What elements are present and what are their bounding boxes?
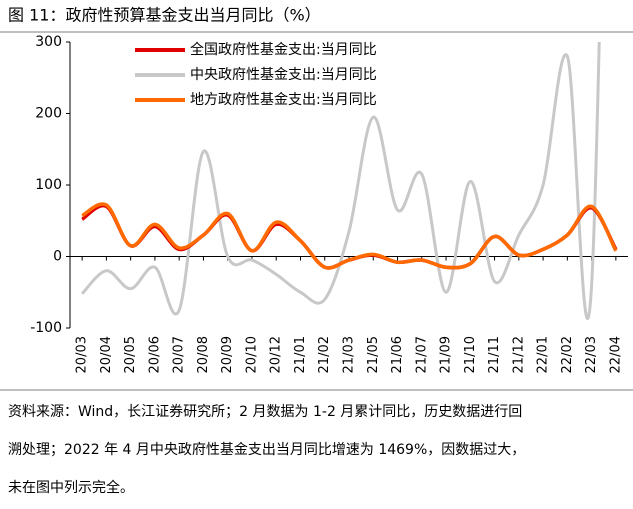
y-tick-label: 100 [35, 177, 62, 193]
x-tick-label: 20/08 [196, 336, 211, 373]
y-tick-label: 0 [53, 249, 62, 265]
x-tick-label: 20/05 [123, 336, 138, 373]
x-tick-label: 20/04 [99, 336, 114, 373]
x-tick-label: 21/10 [463, 336, 478, 373]
line-series [81, 42, 601, 320]
x-tick-label: 20/09 [220, 336, 235, 373]
legend-label: 地方政府性基金支出:当月同比 [190, 91, 377, 108]
line-series [81, 202, 618, 270]
note: 溯处理；2022 年 4 月中央政府性基金支出当月同比增速为 1469%，因数据… [8, 441, 525, 458]
x-tick-label: 22/04 [608, 336, 623, 373]
legend-label: 全国政府性基金支出:当月同比 [190, 41, 377, 58]
x-tick-label: 21/09 [439, 336, 454, 373]
x-tick-label: 22/03 [584, 336, 599, 373]
x-tick-label: 22/01 [536, 336, 551, 373]
x-tick-label: 21/12 [511, 336, 526, 373]
x-tick-label: 21/05 [366, 336, 381, 373]
y-tick-label: 200 [35, 106, 62, 122]
x-tick-label: 21/01 [293, 336, 308, 373]
plot [81, 42, 618, 320]
y-tick-label: 300 [35, 34, 62, 50]
x-tick-label: 21/07 [414, 336, 429, 373]
legend-label: 中央政府性基金支出:当月同比 [190, 66, 377, 83]
y-tick-label: -100 [30, 320, 62, 336]
x-tick-label: 21/03 [342, 336, 357, 373]
x-tick-label: 20/12 [269, 336, 284, 373]
note: 资料来源：Wind，长江证券研究所；2 月数据为 1-2 月累计同比，历史数据进… [8, 404, 522, 420]
x-tick-label: 21/11 [487, 336, 502, 373]
x-tick-label: 20/10 [244, 336, 259, 373]
note: 未在图中列示完全。 [8, 479, 134, 496]
x-tick-label: 22/02 [560, 336, 575, 373]
chart-title: 图 11：政府性预算基金支出当月同比（%） [8, 6, 321, 25]
x-tick-label: 21/06 [390, 336, 405, 373]
x-tick-label: 20/06 [147, 336, 162, 373]
x-tick-label: 20/03 [75, 336, 90, 373]
x-tick-label: 21/02 [317, 336, 332, 373]
x-tick-label: 20/07 [172, 336, 187, 373]
